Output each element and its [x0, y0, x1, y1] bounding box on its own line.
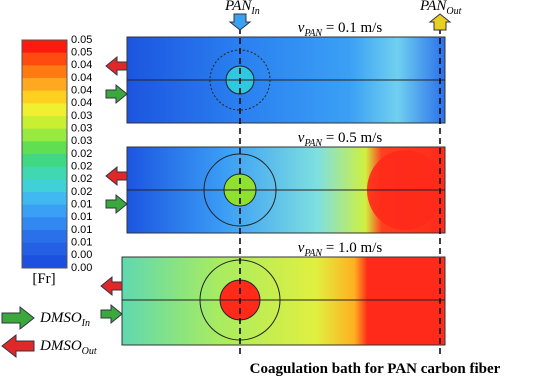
colorbar-label: [Fr] [32, 271, 55, 287]
panel-text: = 0.5 m/s [322, 130, 382, 146]
label-main: PAN [224, 0, 252, 14]
panel-text: = 0.1 m/s [322, 20, 382, 36]
colorbar-tick-label: 0.05 [71, 47, 92, 59]
panel-text: = 1.0 m/s [322, 240, 382, 256]
panel-sub: PAN [303, 28, 323, 39]
colorbar-tick-label: 0.04 [71, 72, 92, 84]
arrows [1, 13, 452, 359]
colorbar-band [22, 90, 67, 104]
label-sub: Out [82, 346, 97, 357]
colorbar: 0.050.050.040.040.040.040.030.030.030.02… [21, 34, 92, 274]
colorbar-band [22, 116, 67, 130]
colorbar-band [22, 103, 67, 117]
colorbar-band [22, 141, 67, 155]
outlet-label: PANOut [419, 0, 462, 17]
panel-title: vPAN = 0.5 m/s [298, 130, 383, 149]
panel-title: vPAN = 1.0 m/s [298, 240, 383, 259]
colorbar-tick-label: 0.03 [71, 135, 92, 147]
colorbar-band [22, 192, 67, 206]
colorbar-band [22, 78, 67, 92]
colorbar-band [22, 242, 67, 256]
label-main: DMSO [39, 338, 82, 354]
label-sub: In [81, 318, 90, 329]
colorbar-frame [21, 39, 68, 269]
colorbar-band [22, 52, 67, 66]
inlet-arrow [100, 303, 123, 325]
colorbar-tick-label: 0.01 [71, 237, 92, 249]
label-main: DMSO [39, 310, 82, 326]
colorbar-band [22, 40, 67, 54]
colorbar-band [22, 65, 67, 79]
colorbar-tick-label: 0.03 [71, 123, 92, 135]
label-sub: In [250, 6, 259, 17]
colorbar-tick-label: 0.00 [71, 262, 92, 274]
colorbar-tick-label: 0.01 [71, 224, 92, 236]
colorbar-tick-label: 0.02 [71, 186, 92, 198]
colorbar-tick-label: 0.02 [71, 161, 92, 173]
colorbar-band [22, 217, 67, 231]
colorbar-band [22, 230, 67, 244]
outlet-arrow [105, 165, 128, 187]
panel-var: v [298, 130, 305, 146]
colorbar-band [22, 128, 67, 142]
colorbar-tick-label: 0.04 [71, 97, 92, 109]
colorbar-tick-label: 0.01 [71, 199, 92, 211]
pan-out-arrow [428, 13, 452, 31]
legend-inlet-arrow [1, 305, 35, 331]
caption: Coagulation bath for PAN carbon fiber [250, 361, 501, 377]
inlet-arrow [105, 193, 128, 215]
panel-var: v [298, 20, 305, 36]
label-sub: Out [446, 6, 461, 17]
inlet-label: PANIn [224, 0, 260, 17]
colorbar-band [22, 154, 67, 168]
legend-outlet-arrow [1, 333, 35, 359]
colorbar-band [22, 179, 67, 193]
colorbar-tick-label: 0.05 [71, 34, 92, 46]
outlet-arrow [105, 55, 128, 77]
colorbar-tick-label: 0.03 [71, 110, 92, 122]
colorbar-tick-label: 0.00 [71, 249, 92, 261]
colorbar-tick-label: 0.04 [71, 59, 92, 71]
colorbar-band [22, 166, 67, 180]
label-main: PAN [419, 0, 447, 14]
colorbar-tick-label: 0.02 [71, 173, 92, 185]
colorbar-tick-label: 0.01 [71, 211, 92, 223]
colorbar-band [22, 255, 67, 269]
outlet-arrow [100, 275, 123, 297]
pan-in-arrow [228, 13, 252, 31]
panel-title: vPAN = 0.1 m/s [298, 20, 383, 39]
colorbar-tick-label: 0.04 [71, 85, 92, 97]
contour-panel [121, 256, 446, 346]
legend-outlet: DMSOOut [39, 338, 97, 357]
legend-inlet: DMSOIn [39, 310, 90, 329]
panel-sub: PAN [303, 248, 323, 259]
inlet-arrow [105, 83, 128, 105]
colorbar-band [22, 204, 67, 218]
panel-var: v [298, 240, 305, 256]
panel-sub: PAN [303, 138, 323, 149]
colorbar-tick-label: 0.02 [71, 148, 92, 160]
